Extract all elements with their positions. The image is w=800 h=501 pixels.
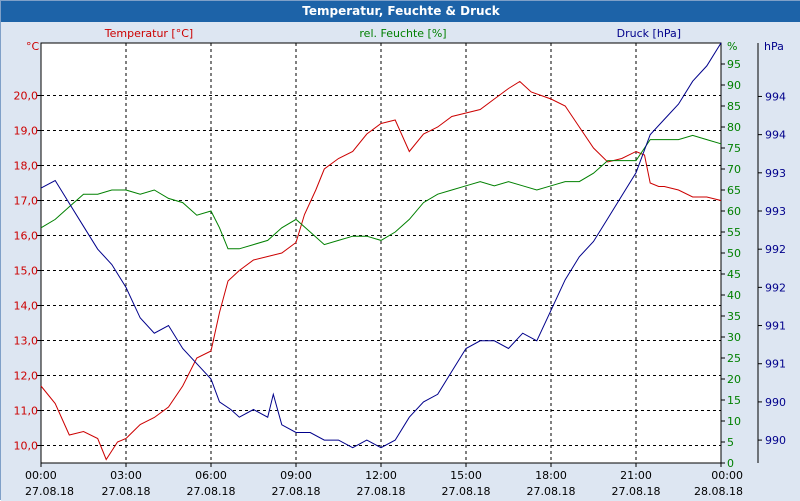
chart-canvas: 10,0 11,0 12,0 13,0 14,0 15,0 16,0 17,0 18,0 19,0…: [1, 22, 800, 501]
humidity-tick-label: 85: [727, 100, 741, 113]
date-tick-label: 27.08.18: [612, 485, 661, 498]
time-axis: 00:00 27.08.18 03:00 27.08.18 06:00 27.08.18 0…: [25, 463, 743, 498]
humidity-tick-label: 40: [727, 289, 741, 302]
time-tick-label: 21:00: [620, 469, 652, 482]
temperature-tick-label: 17,0: [14, 195, 39, 208]
temperature-tick-label: 14,0: [14, 300, 39, 313]
date-tick-label: 27.08.18: [357, 485, 406, 498]
time-tick-label: 15:00: [450, 469, 482, 482]
series-legend: Temperatur [°C] rel. Feuchte [%] Druck [hP…: [104, 27, 681, 40]
temperature-tick-label: 10,0: [14, 440, 39, 453]
chart-title: Temperatur, Feuchte & Druck: [1, 1, 800, 22]
humidity-tick-label: 80: [727, 121, 741, 134]
series-layer: [40, 42, 722, 461]
time-tick-label: 00:00: [711, 469, 743, 482]
pressure-tick-label: 991: [765, 358, 786, 371]
legend-entry-pressure: Druck [hPa]: [617, 27, 681, 40]
date-tick-label: 27.08.18: [442, 485, 491, 498]
pressure-unit-label: hPa: [764, 40, 784, 53]
humidity-tick-label: 30: [727, 331, 741, 344]
temperature-unit-label: °C: [26, 40, 40, 53]
date-tick-label: 27.08.18: [187, 485, 236, 498]
date-tick-label: 27.08.18: [102, 485, 151, 498]
temperature-tick-label: 11,0: [14, 405, 39, 418]
date-tick-label: 28.08.18: [694, 485, 743, 498]
humidity-tick-label: 25: [727, 352, 741, 365]
temperature-tick-label: 13,0: [14, 335, 39, 348]
pressure-tick-label: 994: [765, 90, 786, 103]
legend-entry-temperature: Temperatur [°C]: [104, 27, 193, 40]
humidity-tick-label: 5: [727, 436, 734, 449]
pressure-tick-label: 993: [765, 167, 786, 180]
pressure-tick-label: 992: [765, 243, 786, 256]
series-line-temperature: [40, 80, 722, 461]
series-line-humidity: [40, 134, 722, 250]
humidity-tick-label: 20: [727, 373, 741, 386]
pressure-tick-label: 990: [765, 396, 786, 409]
humidity-tick-label: 95: [727, 58, 741, 71]
time-tick-label: 06:00: [195, 469, 227, 482]
humidity-tick-label: 15: [727, 394, 741, 407]
pressure-tick-label: 990: [765, 434, 786, 447]
time-tick-label: 09:00: [280, 469, 312, 482]
humidity-tick-label: 90: [727, 79, 741, 92]
pressure-tick-label: 991: [765, 320, 786, 333]
pressure-tick-label: 992: [765, 281, 786, 294]
humidity-tick-label: 45: [727, 268, 741, 281]
temperature-tick-label: 16,0: [14, 230, 39, 243]
temperature-tick-label: 15,0: [14, 265, 39, 278]
humidity-tick-label: 0: [727, 457, 734, 470]
humidity-tick-label: 55: [727, 226, 741, 239]
temperature-axis: 10,0 11,0 12,0 13,0 14,0 15,0 16,0 17,0 18,0 19,0…: [14, 90, 41, 453]
time-tick-label: 00:00: [25, 469, 57, 482]
humidity-tick-label: 35: [727, 310, 741, 323]
pressure-tick-label: 993: [765, 205, 786, 218]
humidity-tick-label: 65: [727, 184, 741, 197]
pressure-tick-label: 994: [765, 129, 786, 142]
time-tick-label: 18:00: [535, 469, 567, 482]
grid-lines: [41, 43, 721, 463]
date-tick-label: 27.08.18: [25, 485, 74, 498]
humidity-tick-label: 60: [727, 205, 741, 218]
temperature-tick-label: 20,0: [14, 90, 39, 103]
temperature-tick-label: 18,0: [14, 160, 39, 173]
humidity-unit-label: %: [727, 40, 737, 53]
legend-entry-humidity: rel. Feuchte [%]: [359, 27, 446, 40]
time-tick-label: 12:00: [365, 469, 397, 482]
humidity-tick-label: 10: [727, 415, 741, 428]
date-tick-label: 27.08.18: [527, 485, 576, 498]
temperature-tick-label: 19,0: [14, 125, 39, 138]
series-line-pressure: [40, 42, 722, 449]
time-tick-label: 03:00: [110, 469, 142, 482]
date-tick-label: 27.08.18: [272, 485, 321, 498]
humidity-tick-label: 70: [727, 163, 741, 176]
humidity-tick-label: 50: [727, 247, 741, 260]
temperature-tick-label: 12,0: [14, 370, 39, 383]
humidity-axis: 0 5 10 15 20 25 30 35 40 45 50 55 60 65 70 75 80 85 90 95: [721, 58, 741, 470]
pressure-axis: 990 990 991 991 992 992 993 993 994 994: [757, 43, 786, 463]
humidity-tick-label: 75: [727, 142, 741, 155]
